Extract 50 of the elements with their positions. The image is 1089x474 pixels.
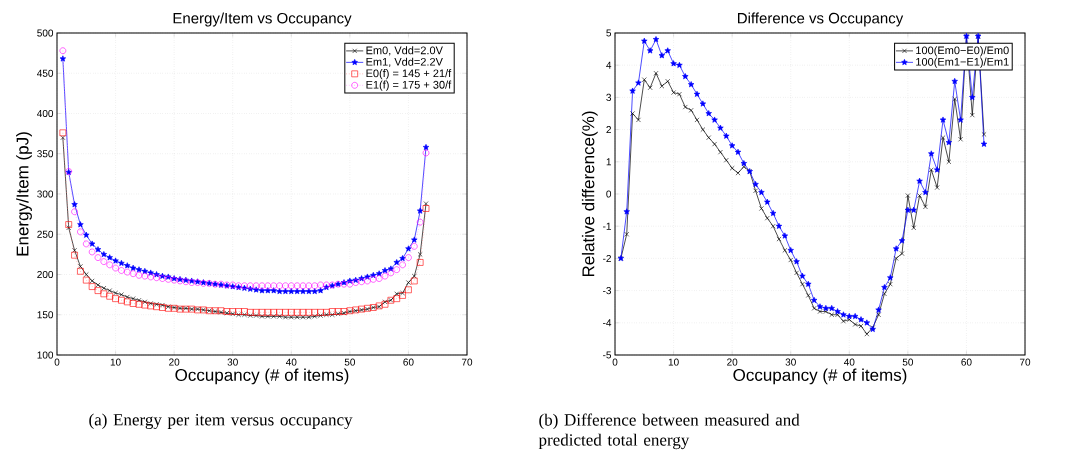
x-tick-label: 70 xyxy=(1019,358,1031,366)
y-tick-label: 200 xyxy=(37,270,54,279)
legend-label: E0(f) = 145 + 21/f xyxy=(366,69,452,80)
x-tick-label: 20 xyxy=(169,358,180,366)
x-tick-label: 60 xyxy=(403,358,414,366)
y-tick-label: 4 xyxy=(606,61,612,69)
y-tick-label: -4 xyxy=(603,319,612,327)
legend-label: 100(Em0−E0)/Em0 xyxy=(916,46,1009,57)
y-tick-label: 3 xyxy=(606,93,612,101)
y-tick-label: 350 xyxy=(37,150,54,158)
y-tick-label: -1 xyxy=(603,222,611,230)
x-tick-label: 20 xyxy=(727,358,738,366)
y-tick-label: 5 xyxy=(606,29,612,37)
x-tick-label: 40 xyxy=(843,358,855,366)
y-tick-label: 2 xyxy=(606,126,611,134)
chart-title: Energy/Item vs Occupancy xyxy=(173,12,352,27)
x-tick-label: 0 xyxy=(612,358,618,366)
x-tick-label: 0 xyxy=(54,358,60,366)
y-tick-label: 1 xyxy=(606,158,611,166)
y-tick-label: -5 xyxy=(603,351,612,359)
x-tick-label: 60 xyxy=(961,358,972,366)
y-tick-label: 400 xyxy=(37,109,54,118)
x-tick-label: 50 xyxy=(344,358,356,366)
x-tick-label: 30 xyxy=(785,358,796,366)
x-axis-title: Occupancy (# of items) xyxy=(175,368,349,385)
y-axis-title: Relative difference(%) xyxy=(581,111,598,277)
y-tick-label: 250 xyxy=(37,230,54,238)
x-tick-label: 50 xyxy=(902,358,914,366)
y-tick-label: -3 xyxy=(603,287,612,295)
x-tick-label: 30 xyxy=(227,358,238,366)
x-tick-label: 10 xyxy=(668,358,679,366)
text: (a) Energy per item versus occupancy xyxy=(89,413,353,429)
legend-label: Em1, Vdd=2.2V xyxy=(366,57,443,68)
y-tick-label: 300 xyxy=(37,190,54,198)
x-tick-label: 40 xyxy=(285,358,297,366)
x-tick-label: 10 xyxy=(110,358,121,366)
y-tick-label: 500 xyxy=(37,29,54,37)
y-tick-label: 150 xyxy=(37,311,54,319)
y-tick-label: 0 xyxy=(606,190,612,198)
x-axis-title: Occupancy (# of items) xyxy=(733,368,907,385)
legend-label: Em0, Vdd=2.0V xyxy=(366,46,443,56)
x-tick-label: 70 xyxy=(461,358,473,366)
y-tick-label: 100 xyxy=(37,351,54,359)
y-tick-label: 450 xyxy=(37,69,54,77)
legend-label: E1(f) = 175 + 30/f xyxy=(366,80,452,91)
text: (b) Difference between measured and predicted total energy xyxy=(538,413,800,450)
chart-title: Difference vs Occupancy xyxy=(738,12,904,27)
y-axis-title: Energy/Item (pJ) xyxy=(16,132,32,256)
legend-label: 100(Em1−E1)/Em1 xyxy=(916,57,1009,68)
y-tick-label: -2 xyxy=(603,254,611,262)
